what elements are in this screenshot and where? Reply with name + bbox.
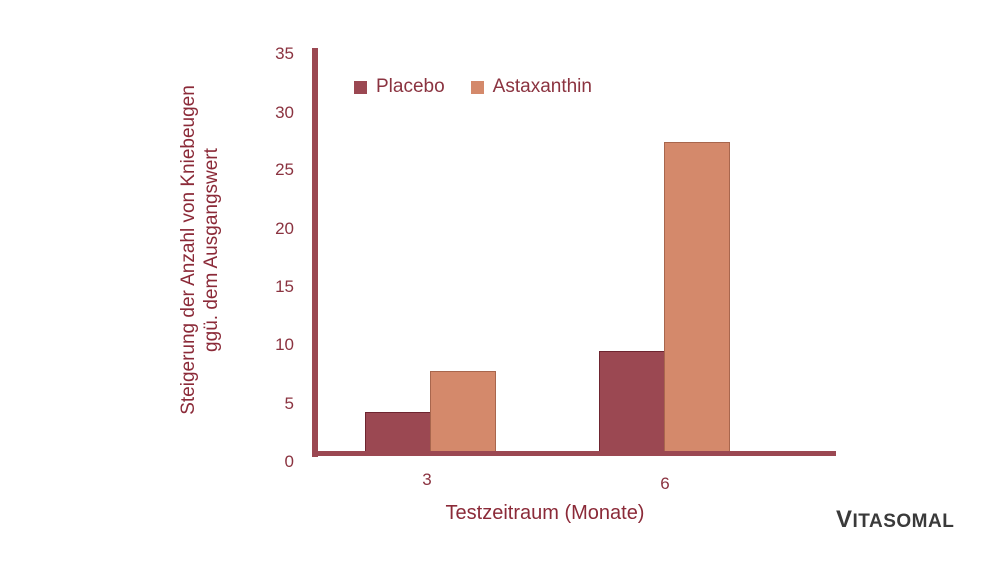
astaxanthin-swatch-icon [470,80,484,94]
y-axis-line [312,48,318,457]
y-axis-title-line-2: ggü. dem Ausgangswert [201,148,222,352]
x-axis-title: Testzeitraum (Monate) [445,502,645,524]
y-tick-10: 10 [275,335,294,354]
x-axis-line [312,451,836,456]
y-tick-25: 25 [275,160,294,179]
x-tick-6: 6 [660,474,670,493]
y-tick-0: 0 [284,452,294,471]
y-tick-35: 35 [275,44,294,63]
brand-logo-initial: V [836,506,853,533]
x-tick-3: 3 [422,470,432,489]
bar-astaxanthin-3 [430,371,496,453]
legend-label-placebo: Placebo [376,76,445,97]
bar-placebo-6 [599,351,665,453]
legend: Placebo Astaxanthin [354,76,618,98]
brand-logo-rest: ITASOMAL [852,511,955,532]
placebo-swatch-icon [354,80,367,94]
legend-label-astaxanthin: Astaxanthin [492,76,592,97]
legend-item-placebo: Placebo [354,76,445,98]
y-axis-title: Steigerung der Anzahl von Kniebeugen ggü… [177,60,223,440]
bar-astaxanthin-6 [664,142,730,453]
brand-logo: VITASOMAL [836,506,954,534]
y-axis-title-line-1: Steigerung der Anzahl von Kniebeugen [178,85,199,415]
legend-item-astaxanthin: Astaxanthin [470,76,592,98]
y-tick-5: 5 [284,394,294,413]
y-tick-20: 20 [275,219,294,238]
bar-placebo-3 [365,412,431,453]
y-tick-30: 30 [275,103,294,122]
y-tick-15: 15 [275,277,294,296]
